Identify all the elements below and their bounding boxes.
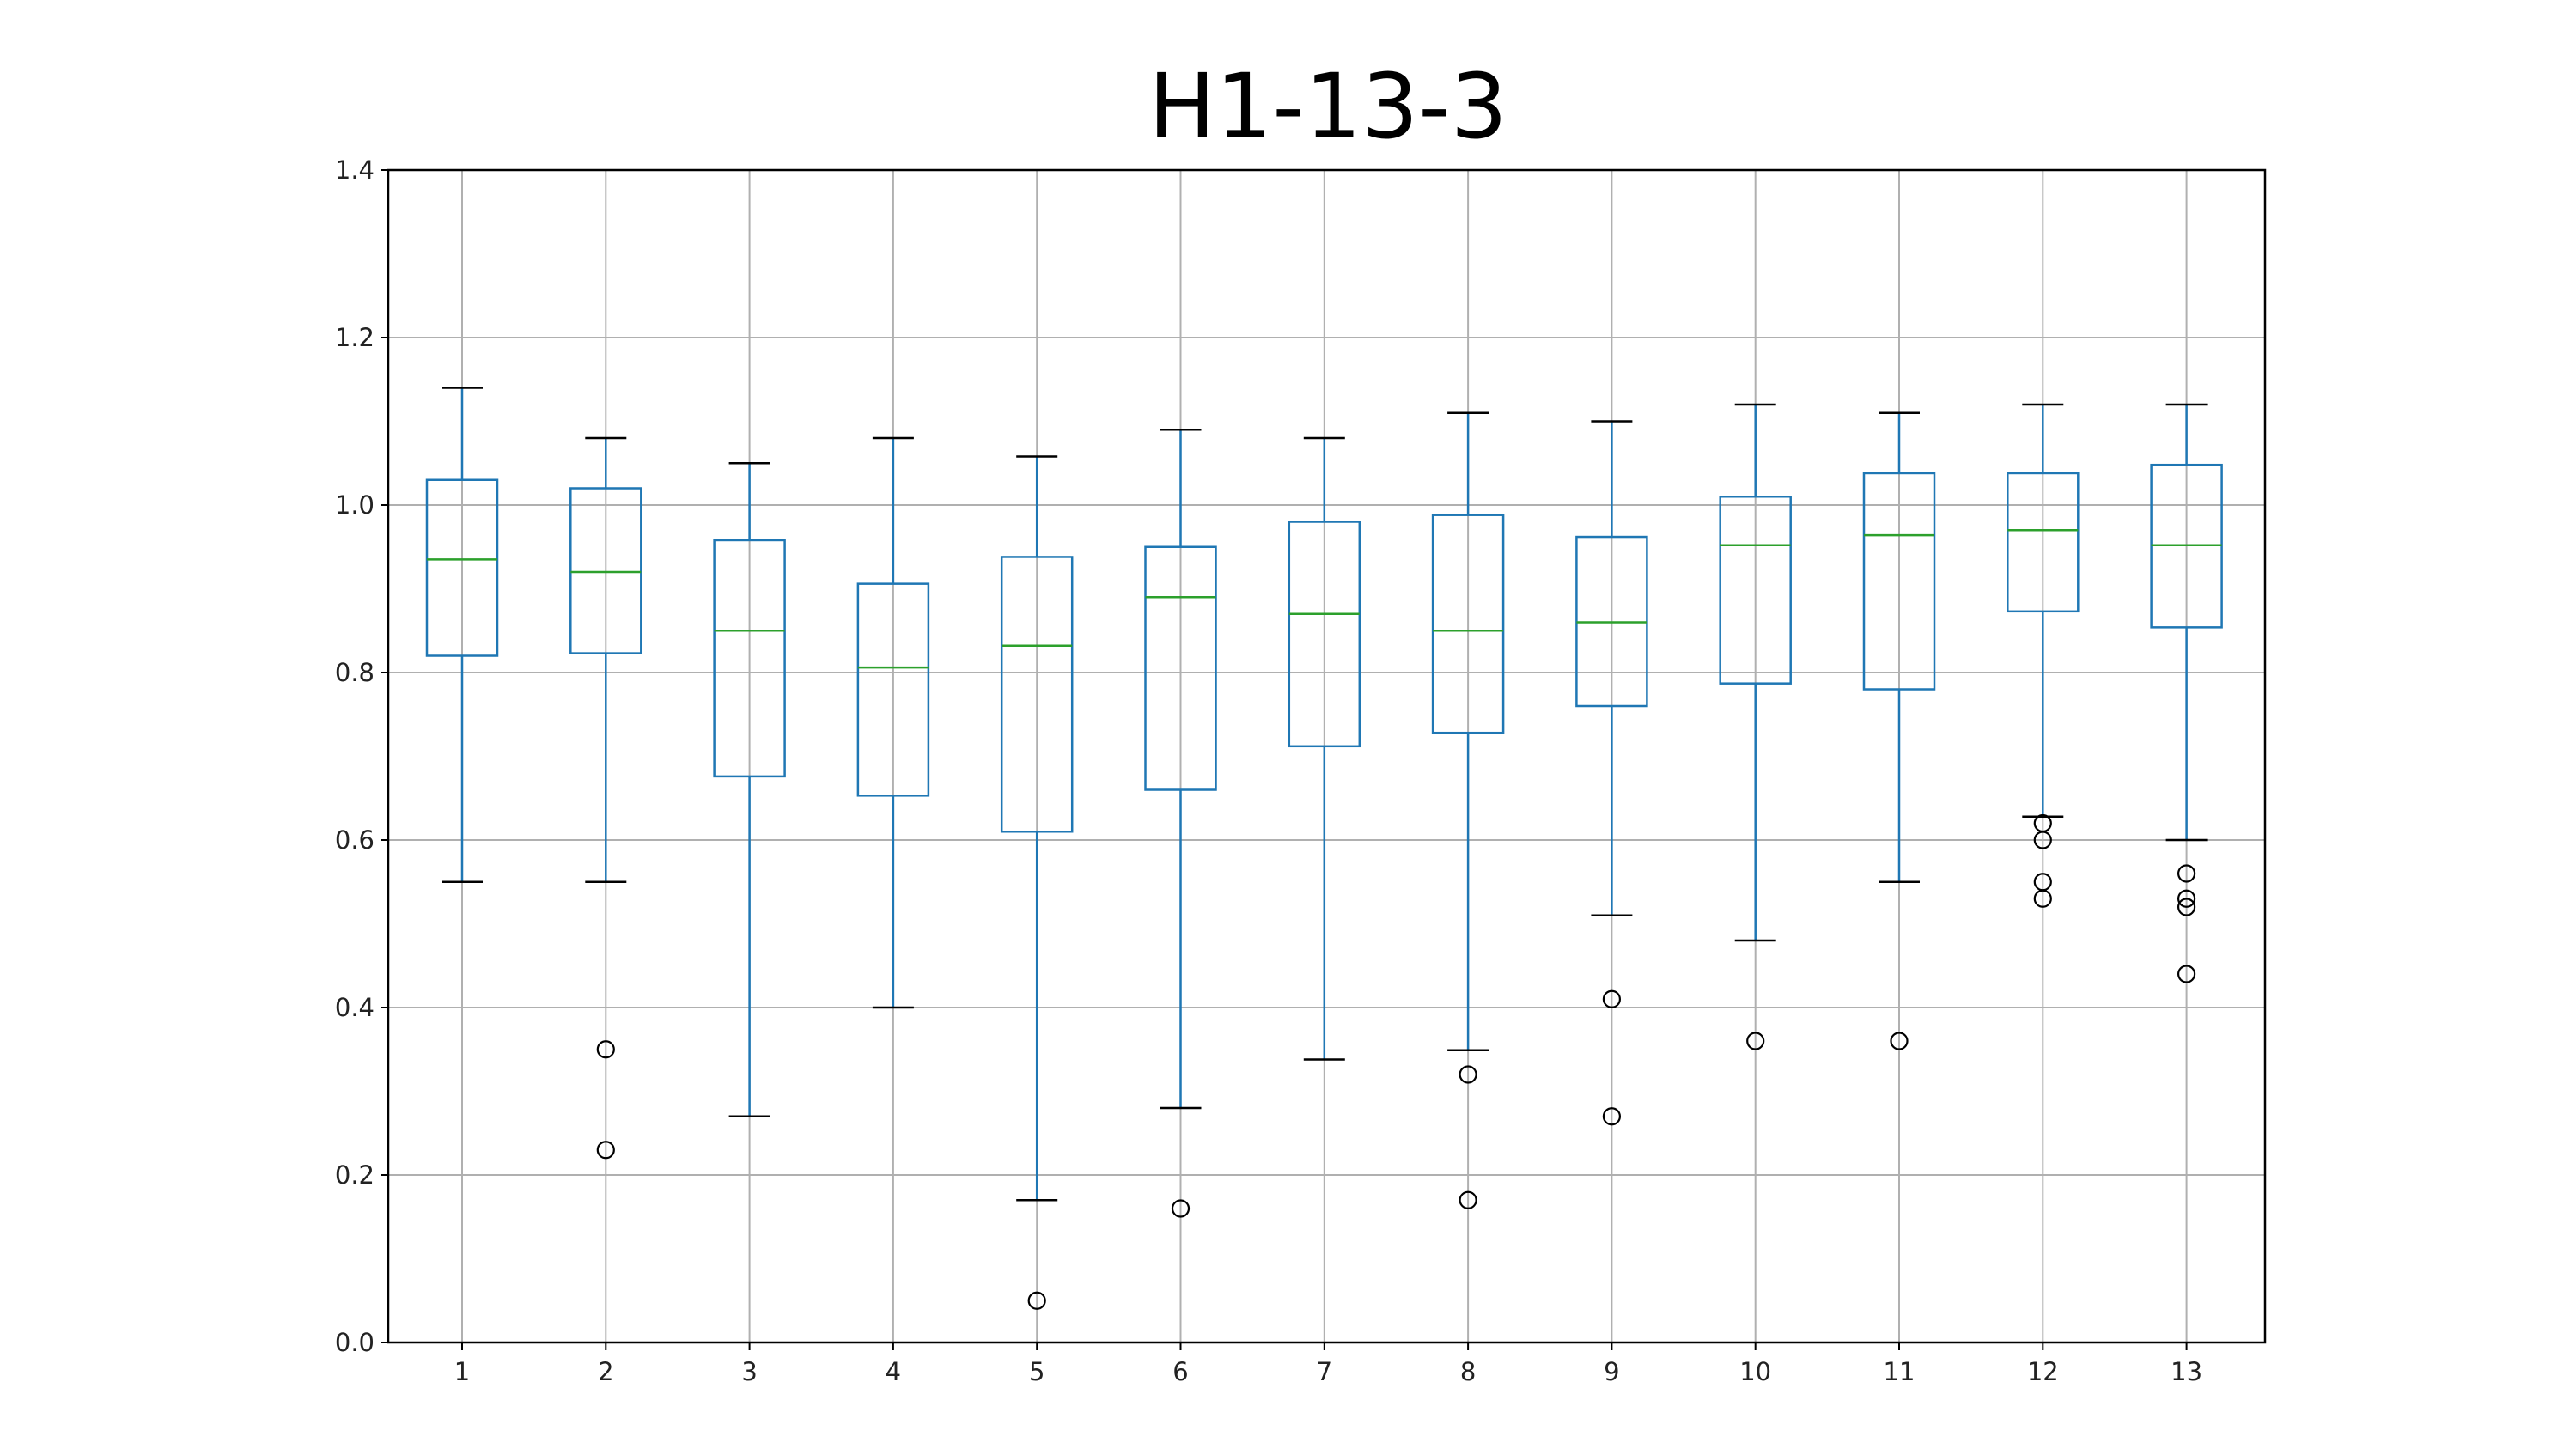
x-tick-label: 1 bbox=[454, 1357, 470, 1386]
box-12 bbox=[2007, 403, 2080, 908]
x-tick-label: 9 bbox=[1604, 1357, 1619, 1386]
x-tick-label: 4 bbox=[886, 1357, 901, 1386]
iqr-box bbox=[713, 539, 786, 778]
x-tick-label: 12 bbox=[2027, 1357, 2059, 1386]
box-4 bbox=[856, 436, 930, 1009]
outlier-point bbox=[2033, 889, 2052, 908]
outlier-point bbox=[1459, 1065, 1477, 1084]
x-tick-label: 7 bbox=[1317, 1357, 1332, 1386]
outlier-point bbox=[1890, 1032, 1909, 1050]
iqr-box bbox=[569, 487, 642, 654]
axis-ticks: 0.00.20.40.60.81.01.21.41 2 3 4 5 6 7 8 9 10 11 12 1… bbox=[335, 155, 2202, 1386]
box-8 bbox=[1431, 411, 1505, 1209]
iqr-box bbox=[1719, 496, 1792, 685]
box-13 bbox=[2150, 403, 2223, 983]
outlier-point bbox=[2177, 965, 2196, 983]
outlier-point bbox=[1602, 1107, 1622, 1126]
y-tick-label: 1.4 bbox=[335, 155, 375, 185]
box-9 bbox=[1575, 420, 1648, 1126]
iqr-box bbox=[1144, 545, 1217, 791]
y-tick-label: 0.6 bbox=[335, 825, 375, 855]
y-tick-label: 1.2 bbox=[335, 323, 375, 352]
x-tick-label: 2 bbox=[598, 1357, 613, 1386]
iqr-box bbox=[856, 582, 930, 797]
iqr-box bbox=[2007, 472, 2080, 613]
iqr-box bbox=[1288, 521, 1361, 748]
x-tick-label: 13 bbox=[2171, 1357, 2202, 1386]
x-tick-label: 5 bbox=[1029, 1357, 1044, 1386]
box-10 bbox=[1719, 403, 1792, 1050]
outlier-point bbox=[2177, 889, 2196, 908]
outlier-point bbox=[2177, 898, 2196, 916]
iqr-box bbox=[1000, 556, 1074, 833]
iqr-box bbox=[1862, 472, 1936, 691]
box-6 bbox=[1144, 429, 1217, 1218]
y-tick-label: 0.0 bbox=[335, 1328, 375, 1357]
outlier-point bbox=[1746, 1032, 1765, 1050]
y-tick-label: 0.8 bbox=[335, 658, 375, 687]
box-1 bbox=[425, 387, 499, 883]
x-tick-label: 11 bbox=[1884, 1357, 1915, 1386]
outlier-point bbox=[2033, 831, 2052, 849]
iqr-box bbox=[1431, 514, 1505, 734]
grid-lines bbox=[388, 169, 2265, 1343]
box-7 bbox=[1288, 436, 1361, 1061]
box-5 bbox=[1000, 455, 1074, 1310]
outlier-point bbox=[1602, 989, 1622, 1008]
outlier-point bbox=[1027, 1291, 1046, 1310]
box-3 bbox=[713, 462, 786, 1117]
outlier-point bbox=[596, 1141, 615, 1160]
outlier-point bbox=[1459, 1190, 1477, 1209]
plot-area-frame bbox=[387, 168, 2267, 1344]
x-tick-label: 10 bbox=[1739, 1357, 1771, 1386]
x-tick-label: 3 bbox=[741, 1357, 757, 1386]
chart-title: H1-13-3 bbox=[1148, 54, 1507, 159]
x-tick-label: 8 bbox=[1460, 1357, 1476, 1386]
y-tick-label: 0.4 bbox=[335, 993, 375, 1022]
outlier-point bbox=[596, 1040, 615, 1059]
box-series bbox=[425, 387, 2223, 1310]
box-2 bbox=[569, 436, 642, 1160]
x-tick-label: 6 bbox=[1172, 1357, 1188, 1386]
y-tick-label: 0.2 bbox=[335, 1160, 375, 1190]
iqr-box bbox=[425, 478, 499, 657]
y-tick-label: 1.0 bbox=[335, 490, 375, 520]
outlier-point bbox=[2177, 864, 2196, 883]
box-11 bbox=[1862, 411, 1936, 1050]
outlier-point bbox=[1171, 1199, 1191, 1218]
